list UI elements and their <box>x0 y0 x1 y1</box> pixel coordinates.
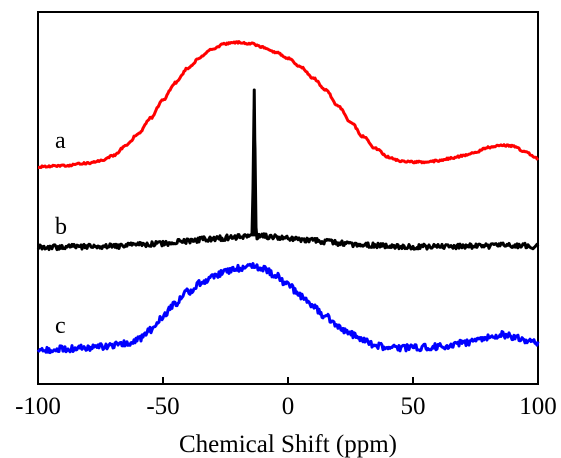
x-axis-title: Chemical Shift (ppm) <box>179 431 397 458</box>
series-labels: a b c <box>55 128 67 339</box>
x-tick-label: -50 <box>146 393 179 420</box>
series-label-b: b <box>55 214 67 240</box>
series-line-b <box>36 88 540 252</box>
x-tick-label: -100 <box>15 393 61 420</box>
x-axis-tick-labels: -100 -50 0 50 100 <box>15 393 557 420</box>
x-tick-label: 100 <box>519 393 557 420</box>
series-label-a: a <box>55 128 66 154</box>
x-axis-ticks <box>37 377 539 384</box>
series-label-c: c <box>55 313 66 339</box>
series-lines <box>36 40 540 355</box>
series-line-a <box>37 40 540 170</box>
x-tick-label: 0 <box>282 393 295 420</box>
x-tick-label: 50 <box>401 393 426 420</box>
series-line-c <box>36 262 540 355</box>
plot-frame <box>37 11 539 385</box>
